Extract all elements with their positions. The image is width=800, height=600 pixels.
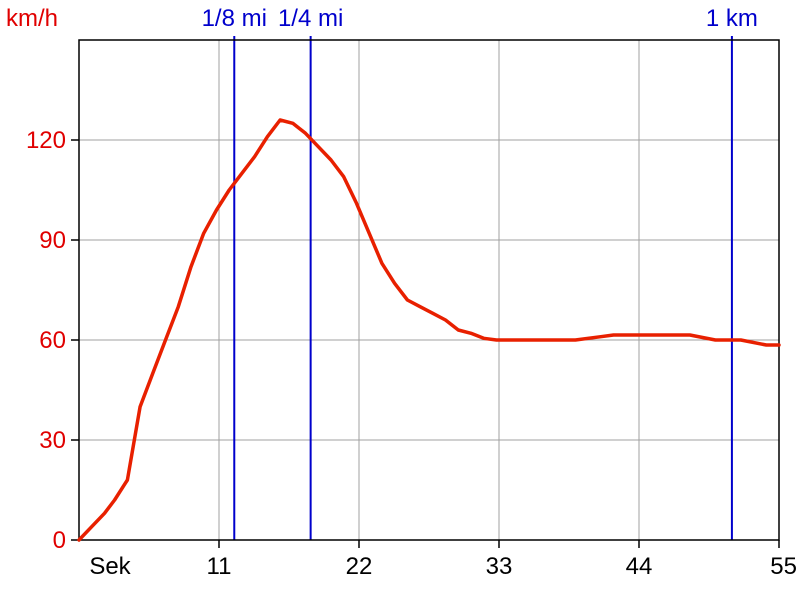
marker-label: 1/8 mi (202, 5, 267, 32)
y-tick-label: 0 (53, 527, 66, 554)
y-axis-label: km/h (6, 5, 58, 32)
marker-label: 1/4 mi (278, 5, 343, 32)
x-tick-label: 11 (207, 553, 232, 580)
y-tick-label: 30 (39, 427, 66, 454)
x-tick-labels: 11 22 33 44 55 (207, 553, 797, 580)
x-tick-label: 22 (346, 553, 373, 580)
distance-markers (233, 36, 733, 540)
x-tick-label: 55 (770, 553, 797, 580)
y-tick-label: 90 (39, 227, 66, 254)
marker-labels: 1/8 mi 1/4 mi 1 km (202, 5, 758, 32)
grid (71, 40, 780, 548)
x-tick-label: 44 (626, 553, 653, 580)
x-axis-label: Sek (89, 553, 131, 580)
y-tick-label: 120 (26, 127, 66, 154)
y-tick-label: 60 (39, 327, 66, 354)
marker-label: 1 km (706, 5, 758, 32)
speed-series-line (77, 118, 781, 542)
x-tick-label: 33 (486, 553, 513, 580)
y-tick-labels: 0 30 60 90 120 (26, 127, 66, 554)
plot-frame (78, 39, 780, 541)
